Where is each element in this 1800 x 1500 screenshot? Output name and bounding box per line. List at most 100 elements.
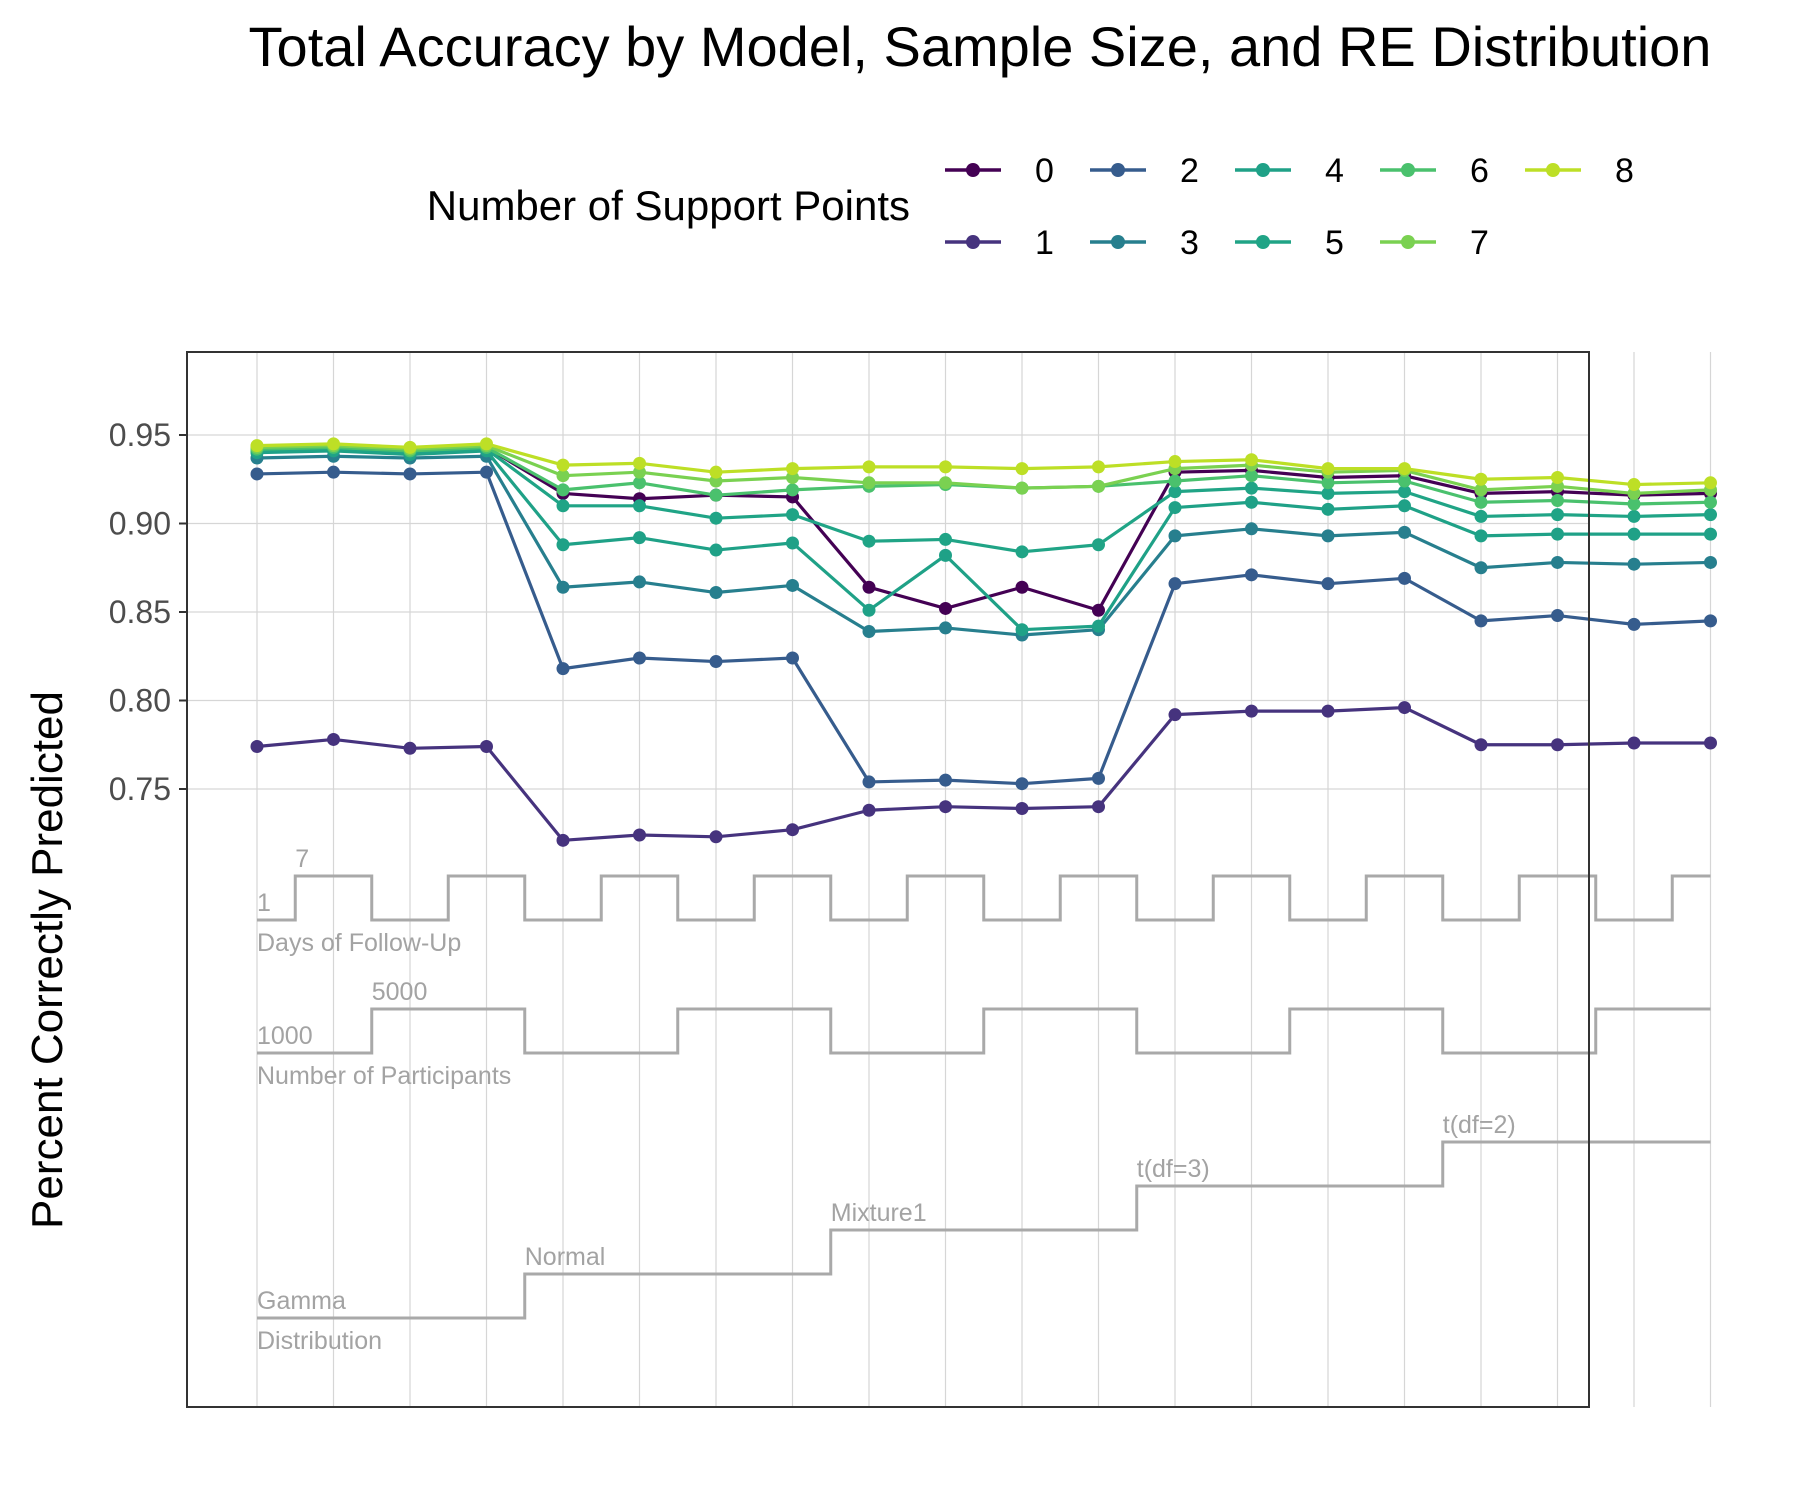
step-level-label: Mixture1 (831, 1199, 927, 1227)
data-point (1092, 460, 1105, 474)
data-point (939, 773, 952, 787)
data-point (1015, 801, 1029, 815)
step-indicators: 17 Days of Follow-Up 1000 5000 Number of Par… (257, 845, 1711, 1355)
series-line-1 (256, 705, 1711, 842)
data-point (1627, 736, 1641, 750)
data-point (862, 460, 876, 474)
data-point (1398, 462, 1411, 476)
data-point (1551, 555, 1564, 569)
data-point (1474, 738, 1488, 752)
data-point (1627, 617, 1641, 631)
series-lines (250, 437, 1717, 847)
legend-key-point (1111, 163, 1125, 177)
step-indicator-title: Days of Follow-Up (257, 929, 461, 957)
data-point (1168, 577, 1182, 591)
data-point (1092, 538, 1105, 552)
y-axis-label: Percent Correctly Predicted (23, 691, 72, 1229)
data-point (862, 775, 876, 789)
series-line-7 (256, 444, 1711, 496)
data-point (786, 578, 799, 592)
data-point (633, 828, 646, 842)
data-point (1551, 738, 1564, 752)
step-line (257, 1140, 1711, 1320)
step-level-label: 5000 (372, 978, 428, 1006)
data-point (633, 651, 646, 665)
series-line-2 (256, 470, 1711, 786)
y-tick-label: 0.90 (109, 506, 171, 542)
data-point (633, 531, 646, 545)
data-point (1704, 527, 1717, 541)
legend-label: 7 (1470, 224, 1489, 262)
data-point (1015, 580, 1029, 594)
step-level-label: t(df=2) (1443, 1111, 1516, 1139)
data-point (480, 740, 493, 754)
data-point (1092, 619, 1105, 633)
data-point (1474, 529, 1488, 543)
data-point (786, 462, 799, 476)
step-level-label: 7 (295, 845, 309, 873)
data-point (1551, 609, 1564, 623)
legend-key-point (1401, 163, 1415, 177)
y-tick-label: 0.75 (109, 771, 171, 807)
data-point (1321, 577, 1335, 591)
data-point (862, 476, 876, 490)
step-indicator-title: Distribution (257, 1327, 382, 1355)
data-point (1015, 777, 1029, 791)
data-point (709, 465, 723, 479)
data-point (556, 499, 570, 513)
series-line-4 (256, 449, 1711, 632)
data-point (1551, 527, 1564, 541)
data-point (327, 465, 340, 479)
data-point (1474, 561, 1488, 575)
data-point (709, 830, 723, 844)
data-point (1245, 453, 1258, 467)
data-point (786, 823, 799, 837)
data-point (1551, 508, 1564, 522)
data-point (250, 740, 264, 754)
data-point (633, 456, 646, 470)
data-point (403, 440, 417, 454)
step-line (257, 874, 1711, 922)
data-point (1321, 529, 1335, 543)
data-point (1627, 478, 1641, 492)
step-level-label: Gamma (257, 1287, 346, 1315)
data-point (1474, 614, 1488, 628)
data-point (556, 458, 570, 472)
data-point (862, 803, 876, 817)
data-point (939, 601, 952, 615)
legend-key-point (1111, 235, 1125, 249)
data-point (862, 624, 876, 638)
data-point (1704, 495, 1717, 509)
data-point (709, 488, 723, 502)
data-point (1245, 522, 1258, 536)
data-point (403, 467, 417, 481)
data-point (786, 651, 799, 665)
legend-key-point (1256, 163, 1270, 177)
data-point (1704, 476, 1717, 490)
data-point (709, 586, 723, 600)
legend: 0 1 2 3 4 5 6 7 8 (945, 152, 1634, 262)
data-point (1168, 474, 1182, 488)
data-point (327, 732, 340, 746)
data-point (1398, 485, 1411, 499)
data-point (1321, 476, 1335, 490)
data-point (939, 621, 952, 635)
data-point (1627, 509, 1641, 523)
data-point (1704, 736, 1717, 750)
y-tick-label: 0.80 (109, 683, 171, 719)
data-point (633, 575, 646, 589)
legend-label: 1 (1035, 224, 1054, 262)
step-line (257, 1007, 1711, 1055)
data-point (1704, 614, 1717, 628)
data-point (1398, 474, 1411, 488)
step-level-label: 1000 (257, 1022, 313, 1050)
legend-label: 5 (1325, 224, 1344, 262)
data-point (556, 469, 570, 483)
legend-label: 0 (1035, 152, 1054, 190)
data-point (939, 800, 952, 814)
data-point (939, 460, 952, 474)
y-axis-ticks: 0.75 0.80 0.85 0.90 0.95 (109, 417, 187, 807)
legend-label: 6 (1470, 152, 1489, 190)
data-point (1398, 701, 1411, 715)
data-point (1092, 800, 1105, 814)
